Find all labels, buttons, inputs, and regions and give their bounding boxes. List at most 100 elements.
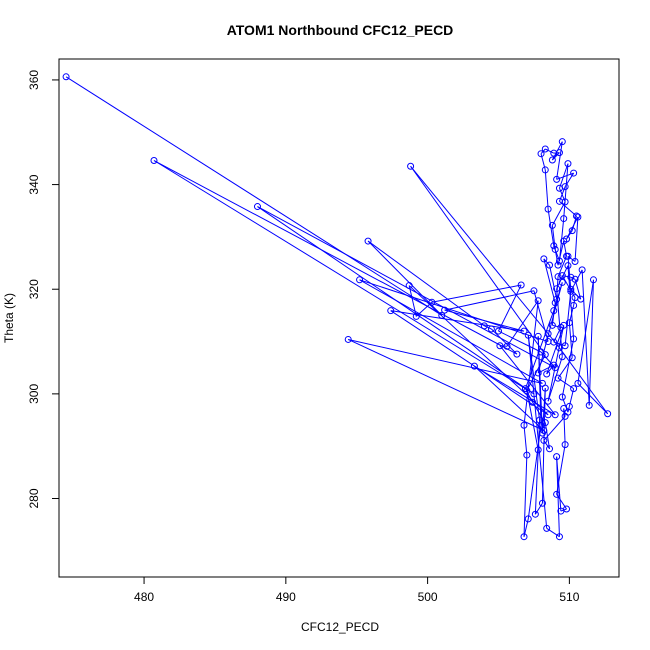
- data-point: [548, 221, 556, 229]
- data-point: [387, 307, 395, 315]
- series-segment: [567, 265, 575, 339]
- data-point: [480, 322, 488, 330]
- series-segment: [431, 284, 522, 303]
- series-segment: [498, 284, 522, 332]
- data-point: [553, 295, 561, 303]
- data-point: [570, 169, 578, 177]
- data-point: [555, 257, 563, 265]
- series-segment: [527, 335, 548, 529]
- series-segment: [557, 256, 568, 277]
- data-point: [570, 385, 578, 393]
- series-segment: [558, 218, 565, 262]
- data-point: [550, 307, 558, 315]
- series-segment: [563, 408, 566, 445]
- data-point: [538, 499, 546, 507]
- x-axis-label: CFC12_PECD: [301, 620, 379, 634]
- data-point: [534, 332, 542, 340]
- series-segment: [574, 216, 579, 262]
- data-point: [530, 390, 538, 398]
- series-segment: [547, 209, 555, 246]
- data-point: [438, 311, 446, 319]
- data-point: [558, 353, 566, 361]
- series-segment: [367, 240, 443, 316]
- series-segment: [390, 310, 525, 332]
- series-segment: [558, 188, 566, 203]
- series-segment: [543, 440, 550, 450]
- series-segment: [552, 152, 560, 161]
- series-segment: [153, 160, 518, 355]
- data-point: [496, 342, 504, 350]
- series-segment: [566, 230, 573, 240]
- series-segment: [551, 201, 566, 226]
- series-segment: [564, 291, 572, 346]
- data-point: [62, 73, 70, 81]
- series-segment: [526, 354, 546, 391]
- data-point: [513, 350, 521, 358]
- series-segment: [563, 408, 566, 417]
- data-point: [541, 384, 549, 392]
- data-point: [544, 411, 552, 419]
- data-point: [567, 273, 575, 281]
- data-point: [150, 157, 158, 165]
- data-point: [577, 295, 585, 303]
- data-point: [541, 351, 549, 359]
- data-point: [543, 524, 551, 532]
- data-point: [470, 362, 478, 370]
- series-segment: [567, 256, 572, 290]
- data-point: [534, 297, 542, 305]
- series-segment: [588, 279, 594, 406]
- data-point: [428, 298, 436, 306]
- data-point: [557, 323, 565, 331]
- data-point: [520, 421, 528, 429]
- data-point: [565, 319, 573, 327]
- data-point: [405, 282, 413, 290]
- data-point: [568, 354, 576, 362]
- data-point: [554, 261, 562, 269]
- data-point: [534, 369, 542, 377]
- series-segment: [410, 165, 549, 335]
- data-point: [530, 287, 538, 295]
- series-segment: [498, 330, 542, 353]
- data-point: [571, 275, 579, 283]
- data-point: [548, 321, 556, 329]
- series-segment: [367, 240, 485, 327]
- data-point: [585, 401, 593, 409]
- y-tick-label: 280: [27, 488, 41, 508]
- series-segment: [534, 502, 543, 515]
- series-segment: [348, 338, 545, 431]
- data-point: [541, 166, 549, 174]
- y-axis-label: Theta (K): [2, 293, 16, 343]
- data-point: [541, 419, 549, 427]
- data-point: [570, 335, 578, 343]
- data-point: [560, 237, 568, 245]
- data-point: [571, 257, 579, 265]
- series-segment: [534, 420, 541, 515]
- series-segment: [563, 163, 569, 219]
- data-point: [578, 266, 586, 274]
- data-point: [534, 446, 542, 454]
- series-segment: [499, 345, 508, 347]
- data-point: [551, 411, 559, 419]
- data-point: [567, 287, 575, 295]
- series-points: [62, 73, 612, 541]
- series-segment: [558, 163, 569, 189]
- data-point: [356, 276, 364, 284]
- data-point: [561, 198, 569, 206]
- data-point: [524, 515, 532, 523]
- series-segment: [543, 258, 550, 266]
- series-segment: [410, 165, 546, 355]
- data-point: [558, 278, 566, 286]
- series-segment: [556, 276, 559, 300]
- series-segment: [557, 357, 573, 379]
- series-segment: [577, 383, 609, 415]
- series-segment: [556, 444, 566, 495]
- y-tick-label: 300: [27, 384, 41, 404]
- series-segment: [444, 290, 535, 311]
- data-point: [550, 242, 558, 250]
- data-point: [604, 410, 612, 418]
- x-axis: 480 490 500 510: [134, 576, 580, 604]
- data-point: [553, 285, 561, 293]
- data-point: [253, 203, 261, 211]
- data-point: [563, 252, 571, 260]
